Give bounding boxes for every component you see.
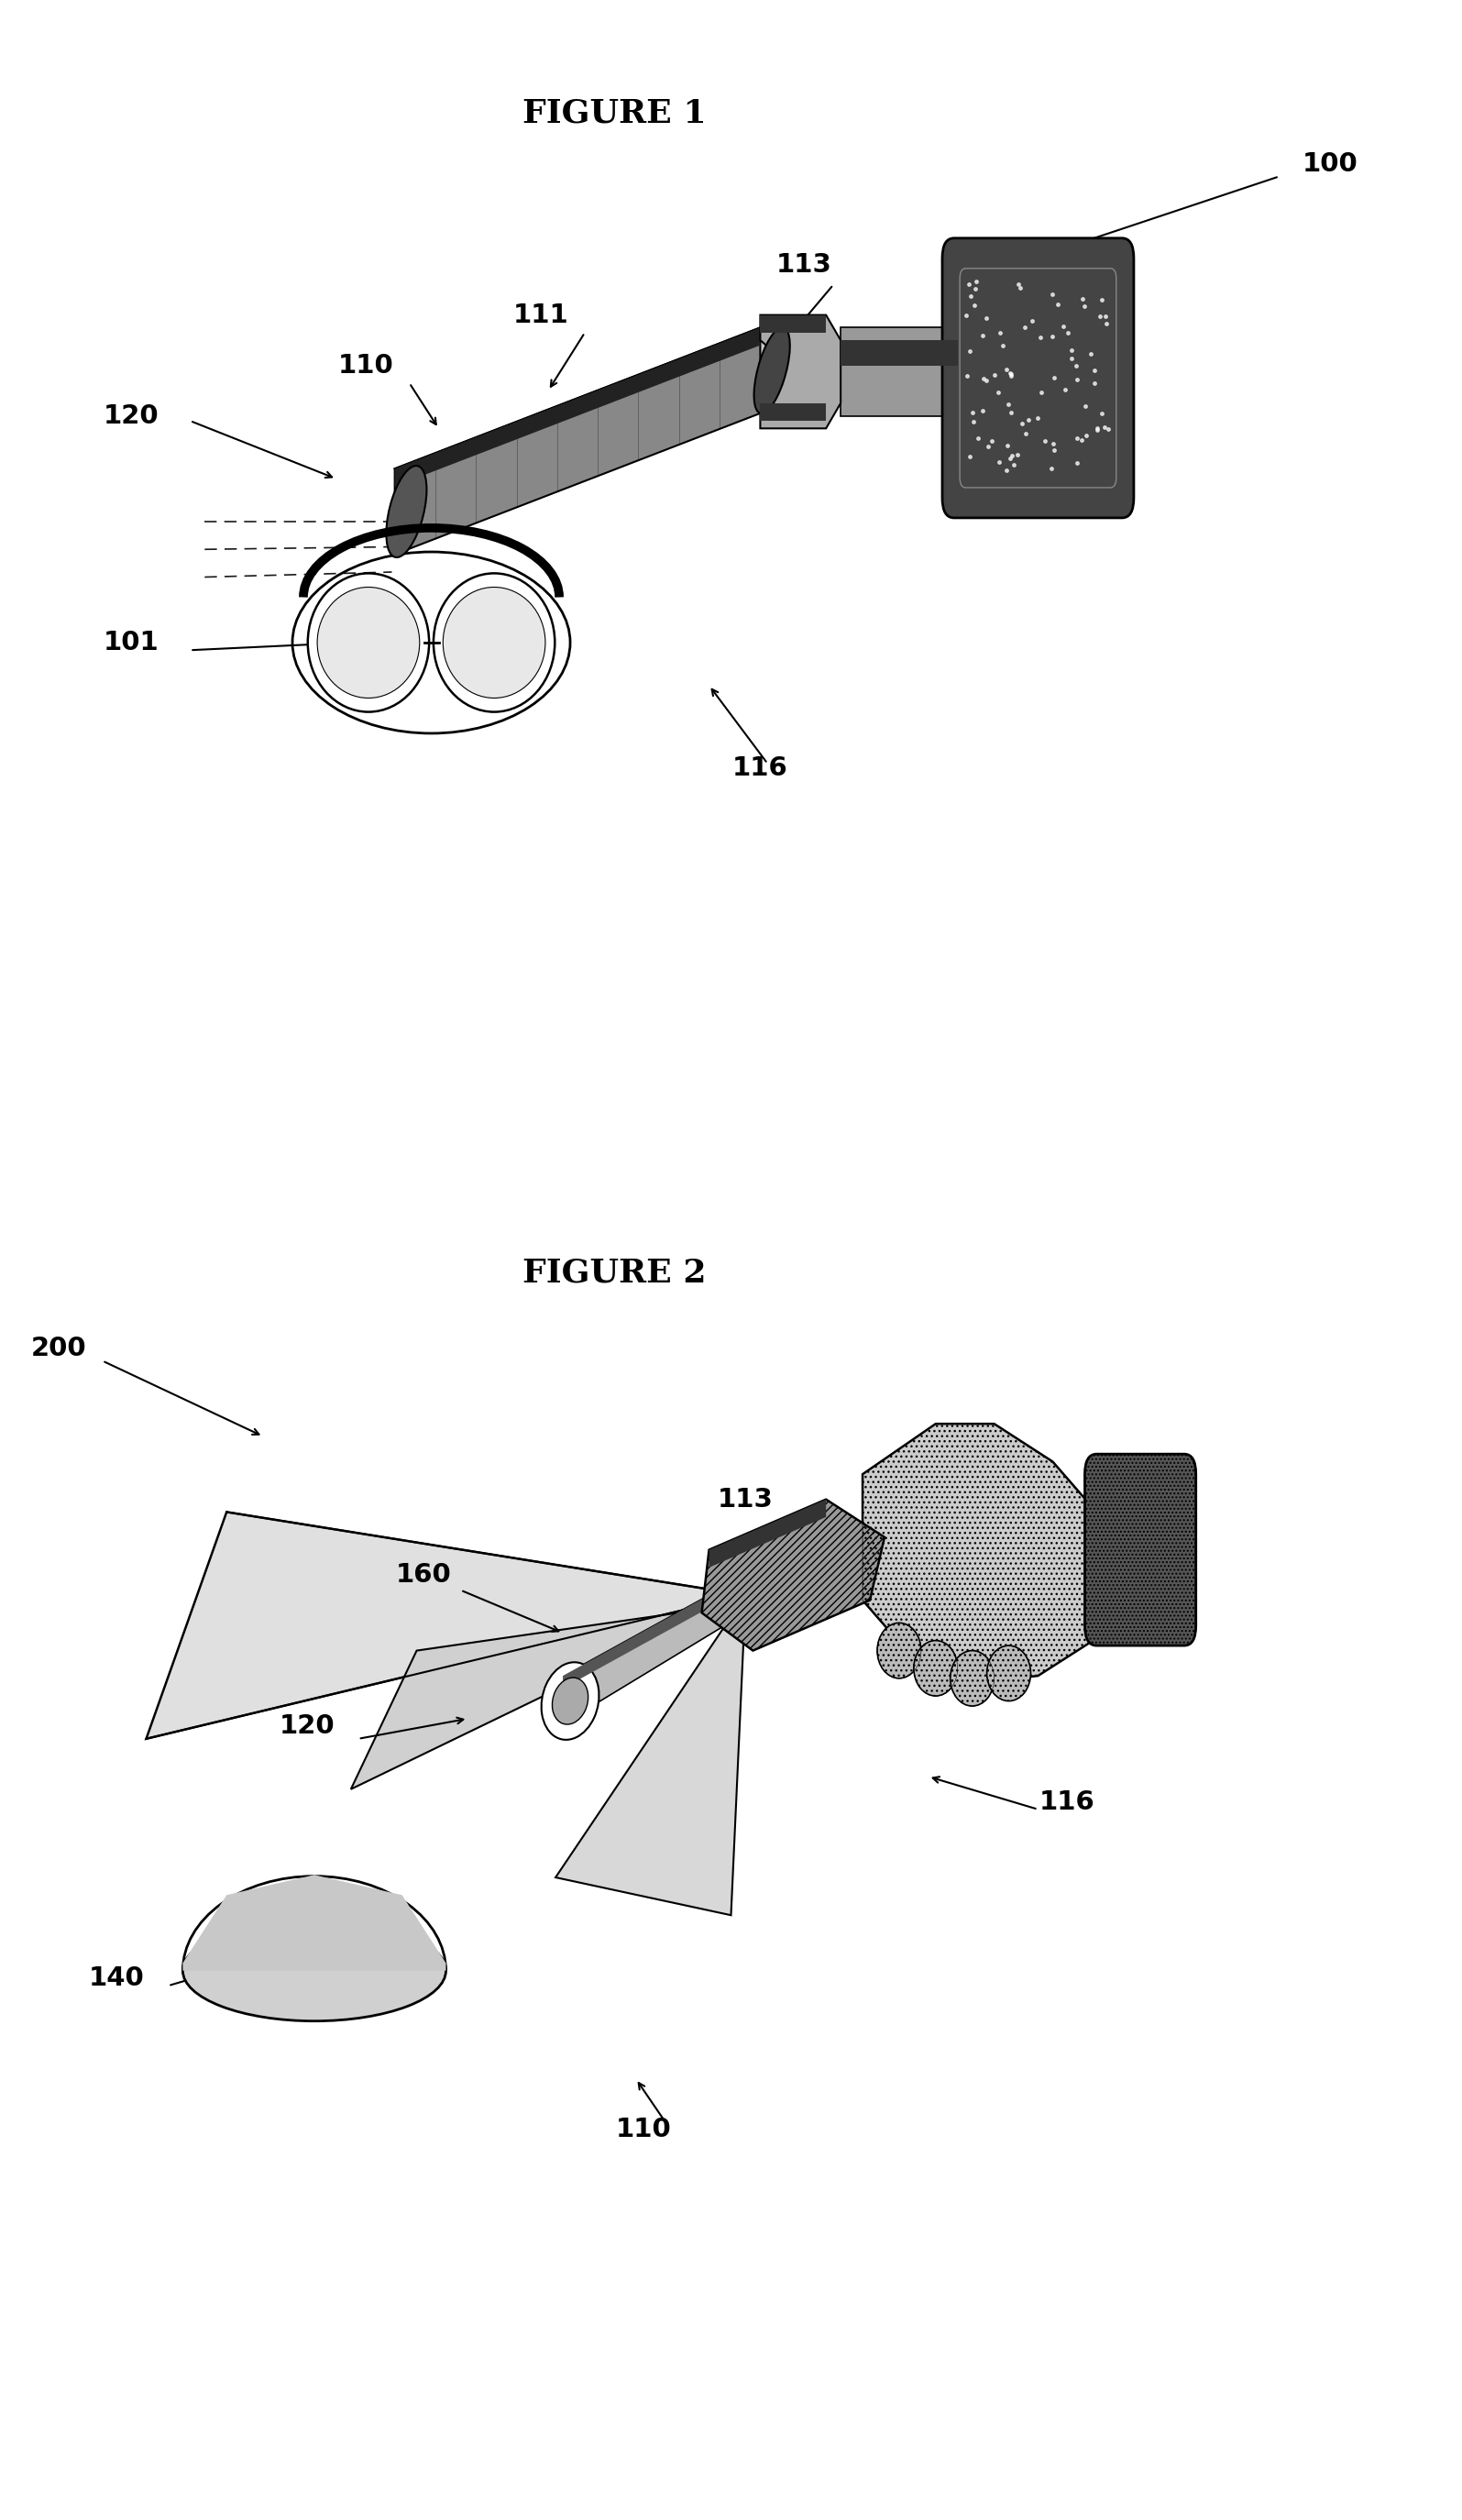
Ellipse shape	[877, 1623, 921, 1678]
Polygon shape	[556, 1595, 746, 1915]
Ellipse shape	[950, 1651, 994, 1706]
Text: 140: 140	[89, 1966, 145, 1991]
Polygon shape	[351, 1605, 731, 1789]
Polygon shape	[760, 403, 826, 421]
Polygon shape	[395, 328, 760, 486]
Ellipse shape	[443, 587, 545, 698]
Polygon shape	[563, 1575, 746, 1724]
Ellipse shape	[386, 466, 427, 557]
Polygon shape	[183, 1875, 446, 1971]
Polygon shape	[863, 1424, 1111, 1683]
FancyBboxPatch shape	[943, 239, 1135, 519]
Polygon shape	[146, 1512, 746, 1739]
Text: 150: 150	[1113, 1462, 1168, 1487]
Ellipse shape	[433, 575, 554, 711]
Ellipse shape	[183, 1920, 446, 2021]
Polygon shape	[395, 328, 782, 494]
Ellipse shape	[553, 1678, 588, 1724]
Text: 100: 100	[1303, 151, 1358, 176]
Polygon shape	[702, 1499, 885, 1651]
Polygon shape	[563, 1575, 746, 1688]
Ellipse shape	[914, 1641, 958, 1696]
Text: 120: 120	[279, 1714, 335, 1739]
Polygon shape	[841, 328, 958, 416]
Polygon shape	[709, 1499, 826, 1567]
Ellipse shape	[754, 328, 789, 413]
Text: 110: 110	[616, 2117, 671, 2142]
Text: 200: 200	[31, 1336, 86, 1361]
Text: 110: 110	[338, 353, 393, 378]
Polygon shape	[760, 315, 841, 428]
Text: 120: 120	[104, 403, 159, 428]
Text: 116: 116	[1039, 1789, 1095, 1814]
Text: 113: 113	[776, 252, 832, 277]
FancyBboxPatch shape	[1085, 1454, 1196, 1646]
Ellipse shape	[308, 575, 430, 711]
Text: 160: 160	[396, 1562, 452, 1588]
Text: FIGURE 1: FIGURE 1	[522, 98, 706, 129]
Text: 113: 113	[718, 1487, 773, 1512]
Text: 111: 111	[513, 302, 569, 328]
Polygon shape	[841, 340, 958, 365]
Ellipse shape	[541, 1663, 599, 1739]
Ellipse shape	[987, 1646, 1031, 1701]
Text: 101: 101	[104, 630, 159, 655]
Polygon shape	[760, 315, 826, 333]
Text: 116: 116	[732, 756, 788, 781]
Text: FIGURE 2: FIGURE 2	[522, 1257, 706, 1288]
Polygon shape	[395, 328, 760, 554]
Ellipse shape	[317, 587, 420, 698]
